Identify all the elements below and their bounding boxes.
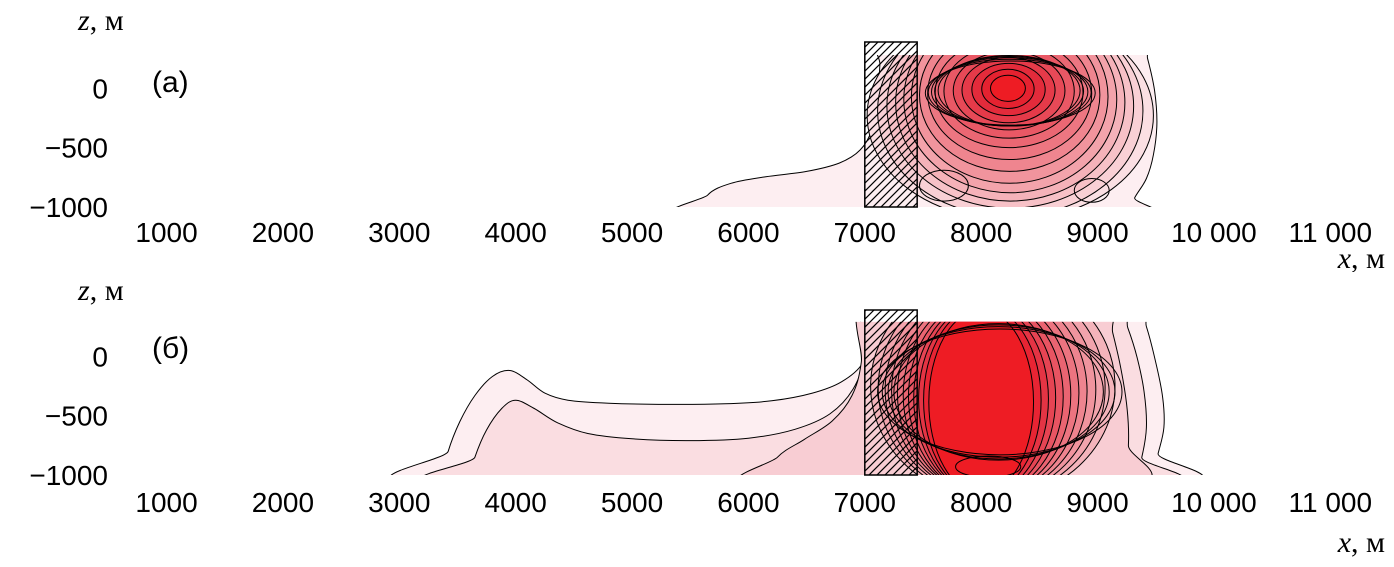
- z-tick-label: −1000: [29, 460, 108, 491]
- x-tick-label: 3000: [368, 487, 430, 518]
- z-tick-label: −500: [45, 133, 108, 164]
- x-axis-title: x, м: [1337, 242, 1385, 272]
- x-tick-label: 4000: [485, 487, 547, 518]
- contour-line: [927, 58, 1092, 127]
- z-tick-label: −1000: [29, 192, 108, 223]
- z-tick-label: −500: [45, 401, 108, 432]
- contour-level: [928, 321, 1035, 476]
- z-axis-title: z, м: [77, 274, 124, 307]
- contour-line: [1073, 178, 1110, 203]
- z-tick-label: 0: [92, 73, 108, 104]
- x-tick-label: 5000: [601, 487, 663, 518]
- contour-line: [924, 60, 1096, 126]
- x-tick-label: 2000: [252, 487, 314, 518]
- x-axis-title: x, м: [1337, 526, 1385, 559]
- panel-label: (а): [152, 66, 189, 99]
- z-axis-title: z, м: [77, 4, 124, 37]
- contour-field: [676, 55, 1158, 207]
- x-tick-label: 10 000: [1171, 487, 1257, 518]
- contour-line: [918, 169, 969, 202]
- x-tick-label: 3000: [368, 217, 430, 248]
- hatched-source-zone: [864, 309, 918, 476]
- hatched-source-zone: [864, 41, 918, 208]
- x-tick-label: 8000: [950, 217, 1012, 248]
- panel-label: (б): [152, 332, 189, 365]
- x-tick-label: 1000: [135, 487, 197, 518]
- x-tick-label: 6000: [717, 487, 779, 518]
- x-tick-label: 2000: [252, 217, 314, 248]
- contour-line: [955, 455, 1022, 476]
- x-tick-label: 1000: [135, 217, 197, 248]
- x-tick-label: 9000: [1066, 487, 1128, 518]
- panel-a-contour-plot: 1000 2000 3000 4000 5000 6000 7000 8000 9000 10 0…: [29, 4, 1385, 272]
- x-tick-label: 10 000: [1171, 217, 1257, 248]
- x-tick-label: 11 000: [1289, 217, 1373, 248]
- panel-b-contour-plot: 1000 2000 3000 4000 5000 6000 7000 8000 9000 10 0…: [29, 274, 1385, 559]
- x-tick-label: 11 000: [1289, 487, 1373, 518]
- x-tick-label: 5000: [601, 217, 663, 248]
- x-tick-label: 9000: [1066, 217, 1128, 248]
- z-tick-label: 0: [92, 341, 108, 372]
- x-tick-label: 7000: [834, 487, 896, 518]
- x-tick-label: 8000: [950, 487, 1012, 518]
- contour-field: [390, 321, 1203, 476]
- x-tick-label: 6000: [717, 217, 779, 248]
- contour-level: [989, 74, 1026, 102]
- x-tick-label: 4000: [485, 217, 547, 248]
- x-tick-label: 7000: [834, 217, 896, 248]
